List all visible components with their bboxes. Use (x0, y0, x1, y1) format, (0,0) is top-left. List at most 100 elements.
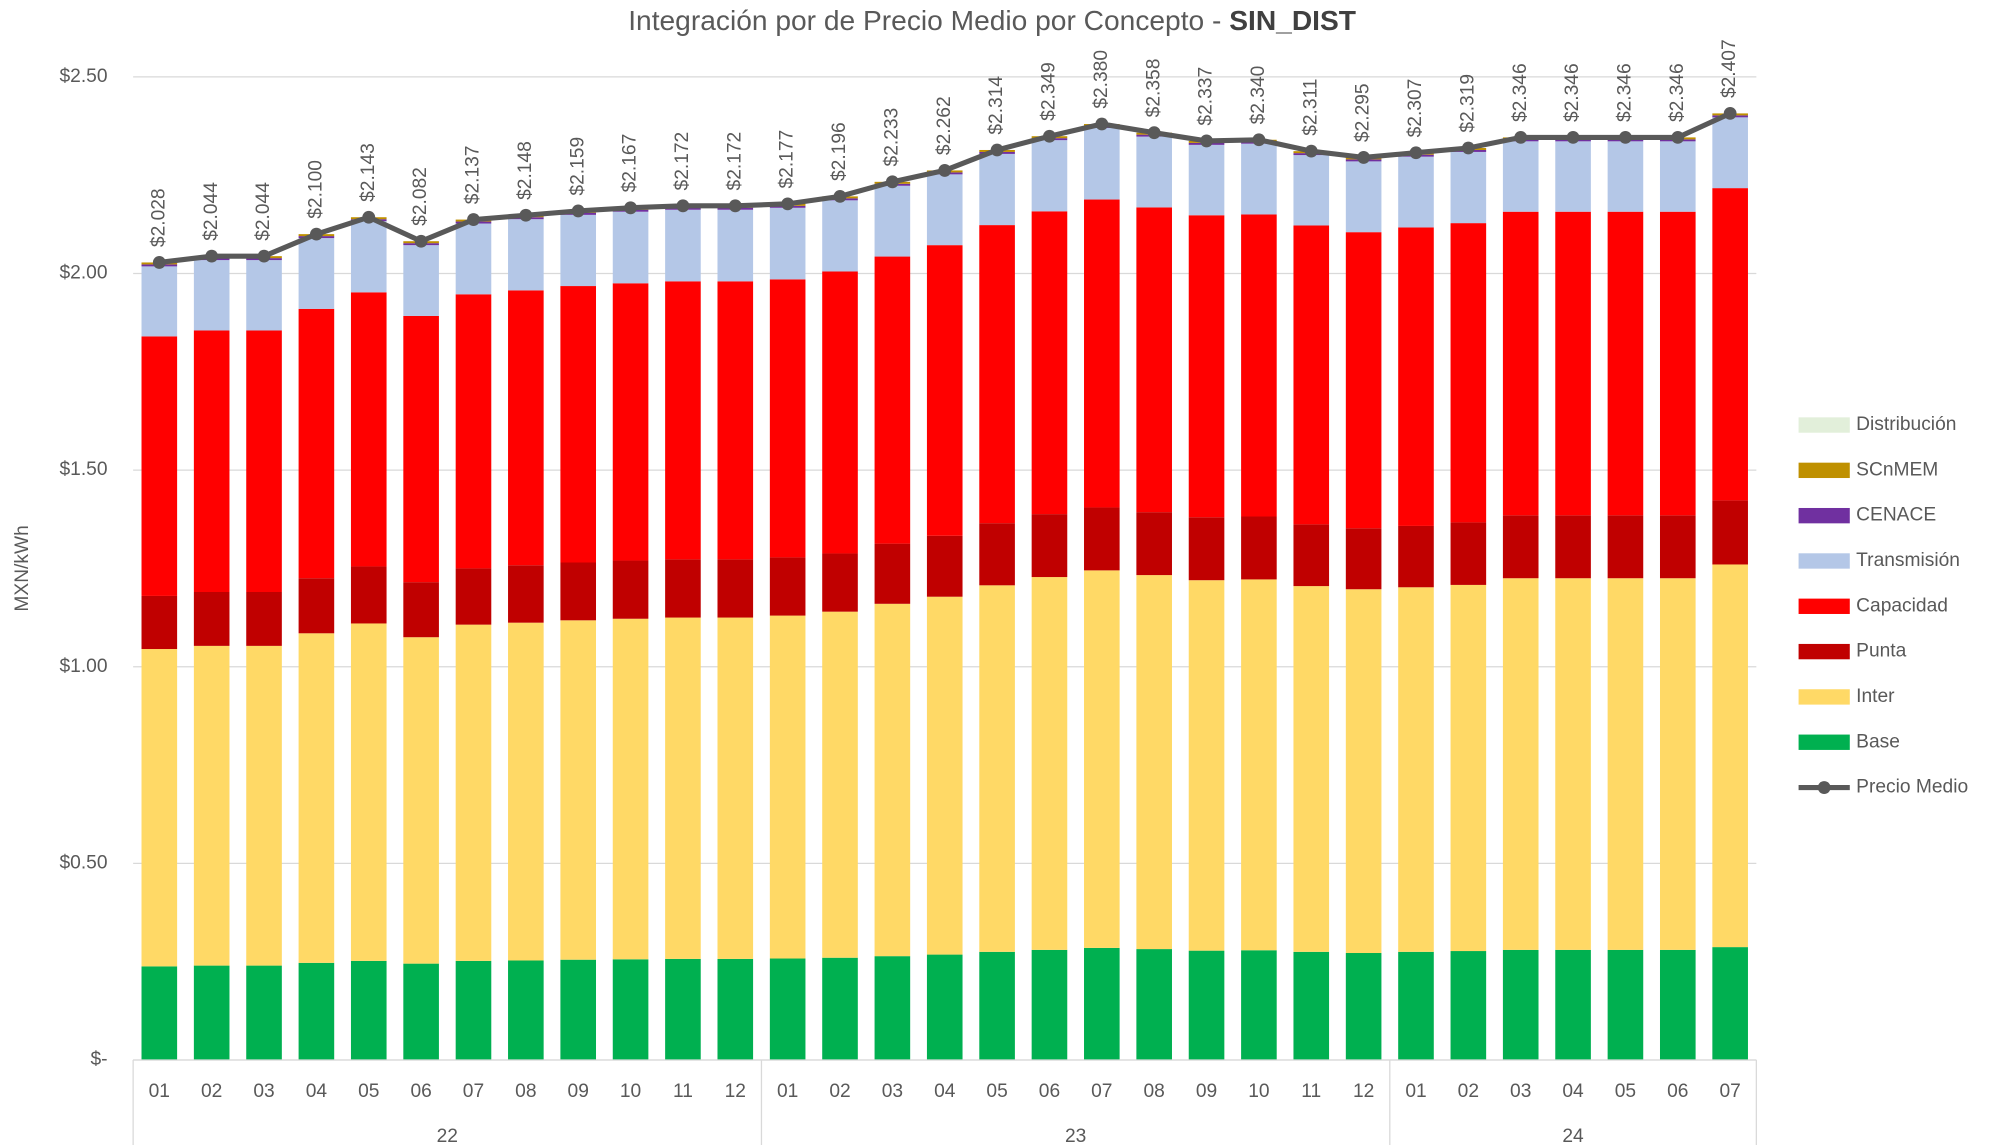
x-tick-label: 12 (1353, 1081, 1374, 1102)
bar-segment (1555, 578, 1591, 950)
bar-segment (141, 649, 178, 967)
y-tick-label: $2.50 (60, 66, 108, 87)
bar-segment (560, 286, 597, 563)
x-tick-label: 01 (777, 1081, 798, 1102)
bar-segment (1136, 512, 1172, 576)
legend-label: Base (1856, 731, 1900, 752)
line-marker (781, 197, 795, 211)
bar-segment (1712, 564, 1748, 948)
bar-segment (612, 560, 649, 619)
bar-segment (403, 637, 439, 964)
bar-segment (350, 566, 387, 624)
bar-segment (246, 645, 282, 966)
bar-segment (1345, 589, 1382, 954)
bar-segment (717, 958, 754, 1060)
line-marker (885, 175, 899, 189)
bar-segment (1555, 211, 1591, 516)
data-label: $2.311 (1300, 79, 1321, 136)
data-label: $2.319 (1457, 74, 1478, 133)
bar-segment (1345, 232, 1382, 529)
bar-segment (508, 960, 544, 1060)
bar-segment (1502, 211, 1539, 516)
y-tick-label: $2.00 (60, 263, 108, 284)
bar-segment (1450, 522, 1487, 585)
x-tick-label: 06 (1039, 1081, 1060, 1102)
x-tick-label: 02 (201, 1081, 222, 1102)
bar-segment (1031, 577, 1068, 950)
line-marker (1252, 133, 1266, 147)
bar-segment (822, 271, 858, 554)
bar-segment (874, 603, 911, 957)
bar-segment (1502, 578, 1539, 950)
bar-segment (1241, 516, 1277, 580)
data-label: $2.100 (305, 160, 326, 219)
data-label: $2.349 (1039, 62, 1060, 121)
y-axis-label: MXN/kWh (12, 525, 33, 611)
data-label: $2.340 (1248, 66, 1269, 125)
x-tick-label: 09 (568, 1081, 589, 1102)
data-label: $2.358 (1143, 59, 1164, 118)
bar-segment (403, 245, 439, 316)
bar-segment (665, 559, 701, 618)
bar-segment (979, 951, 1015, 1060)
data-label: $2.346 (1510, 63, 1531, 122)
x-tick-label: 07 (1719, 1081, 1740, 1102)
bar-segment (1398, 951, 1434, 1060)
bar-segment (1293, 524, 1330, 587)
x-tick-label: 10 (1248, 1081, 1269, 1102)
bar-segment (979, 153, 1015, 226)
bar-segment (1712, 117, 1748, 189)
x-tick-label: 10 (620, 1081, 641, 1102)
bar-segment (717, 617, 754, 959)
bar-segment (246, 330, 282, 592)
bar-segment (1084, 199, 1120, 508)
bar-segment (1241, 214, 1277, 517)
bar-segment (1241, 143, 1277, 215)
legend-swatch (1798, 417, 1850, 433)
data-label: $2.028 (148, 188, 169, 247)
bar-segment (1502, 949, 1539, 1060)
data-label: $2.172 (672, 132, 693, 191)
group-label: 23 (1065, 1126, 1086, 1145)
bar-segment (455, 624, 492, 961)
line-marker (309, 227, 323, 241)
bar-segment (769, 279, 806, 558)
bar-segment (1555, 949, 1591, 1060)
bar-segment (141, 336, 178, 596)
bar-segment (1031, 211, 1068, 515)
x-tick-label: 07 (1091, 1081, 1112, 1102)
bar-segment (1188, 215, 1225, 518)
y-tick-label: $0.50 (60, 852, 108, 873)
bar-segment (717, 559, 754, 618)
data-label: $2.196 (829, 122, 850, 181)
line-marker (1200, 134, 1213, 148)
line-marker (624, 201, 637, 215)
data-label: $2.137 (463, 146, 484, 205)
bar-segment (246, 591, 282, 646)
bar-segment (717, 281, 754, 560)
data-label: $2.082 (410, 167, 431, 226)
bar-segment (1555, 515, 1591, 579)
chart-title: Integración por de Precio Medio por Conc… (628, 6, 1356, 37)
bar-segment (1607, 141, 1644, 212)
bar-segment (508, 290, 544, 566)
bar-segment (926, 535, 963, 597)
legend-swatch (1798, 598, 1850, 614)
bar-segment (1241, 950, 1277, 1060)
bar-segment (1712, 188, 1748, 501)
bar-segment (141, 966, 178, 1060)
bar-segment (665, 958, 701, 1060)
x-tick-label: 03 (882, 1081, 903, 1102)
bar-segment (1084, 947, 1120, 1060)
bar-segment (298, 633, 335, 963)
bar-segment (612, 959, 649, 1060)
line-marker (1095, 117, 1109, 131)
bar-segment (1398, 227, 1434, 526)
bar-segment (1188, 950, 1225, 1060)
bar-segment (1398, 156, 1434, 228)
line-marker (676, 199, 690, 213)
bar-segment (769, 207, 806, 280)
bar-segment (979, 225, 1015, 524)
data-label: $2.262 (934, 96, 955, 155)
data-label: $2.148 (515, 141, 536, 200)
